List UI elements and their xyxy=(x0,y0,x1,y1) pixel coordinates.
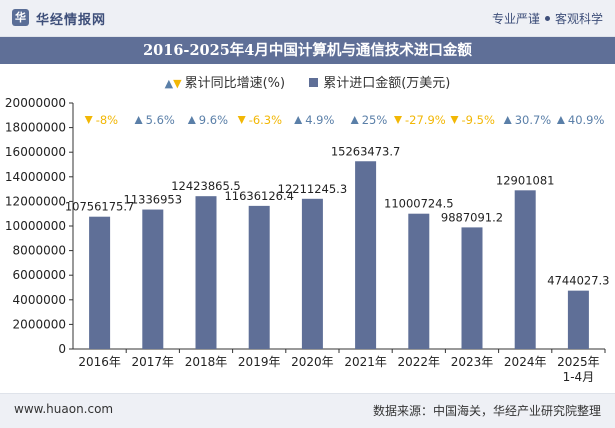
growth-value-label: -27.9% xyxy=(405,113,446,127)
growth-value-label: -9.5% xyxy=(462,113,495,127)
growth-value-label: -8% xyxy=(96,113,118,127)
bar xyxy=(301,198,323,349)
x-tick-label: 2022年 xyxy=(398,355,441,369)
growth-down-marker xyxy=(394,116,402,124)
x-tick-label: 2021年 xyxy=(344,355,387,369)
bar-value-label: 12423865.5 xyxy=(171,179,241,193)
bar xyxy=(408,213,430,349)
bar xyxy=(195,196,217,349)
x-tick-label: 2017年 xyxy=(132,355,175,369)
tagline-right: 客观科学 xyxy=(554,12,603,26)
bar xyxy=(514,190,536,349)
y-tick-label: 8000000 xyxy=(13,244,66,258)
bar-value-label: 11636126.4 xyxy=(224,189,294,203)
bar-value-label: 11336953 xyxy=(124,193,183,207)
y-tick-label: 12000000 xyxy=(5,194,66,208)
bar xyxy=(89,216,111,349)
x-tick-label: 2023年 xyxy=(451,355,494,369)
footer-bar: www.huaon.com 数据来源：中国海关，华经产业研究院整理 xyxy=(0,393,615,428)
top-bar: 华 华经情报网 专业严谨 客观科学 xyxy=(0,0,615,37)
growth-value-label: 25% xyxy=(362,113,388,127)
tagline-left: 专业严谨 xyxy=(491,12,540,26)
bar-value-label: 9887091.2 xyxy=(441,210,503,224)
y-tick-label: 2000000 xyxy=(13,317,66,331)
bar xyxy=(248,205,270,349)
growth-down-marker xyxy=(237,116,246,124)
data-source: 数据来源：中国海关，华经产业研究院整理 xyxy=(372,404,601,418)
legend-item-growth: ▲▼ 累计同比增速(%) xyxy=(165,72,285,91)
y-tick-label: 14000000 xyxy=(5,170,66,184)
chart-title: 2016-2025年4月中国计算机与通信技术进口金额 xyxy=(0,37,615,64)
y-tick-label: 0 xyxy=(58,342,66,356)
x-tick-label: 2024年 xyxy=(504,355,547,369)
bar xyxy=(355,161,377,349)
legend-swatch xyxy=(309,78,319,87)
growth-value-label: 4.9% xyxy=(305,113,334,127)
triangle-up-icon: ▲ xyxy=(164,77,174,90)
y-tick-label: 6000000 xyxy=(13,268,66,282)
growth-up-marker xyxy=(294,116,303,124)
bar-value-label: 11000724.5 xyxy=(384,197,454,211)
triangle-down-icon: ▼ xyxy=(173,77,182,90)
x-tick-label: 2019年 xyxy=(238,355,281,369)
growth-up-marker xyxy=(134,116,143,124)
bar-value-label: 4744027.3 xyxy=(547,274,609,288)
growth-value-label: -6.3% xyxy=(249,113,282,127)
legend-label-import: 累计进口金额(万美元) xyxy=(323,76,451,91)
bullet-icon xyxy=(544,16,550,21)
x-tick-label: 2025年 1-4月 xyxy=(557,355,600,384)
x-tick-label: 2020年 xyxy=(291,355,334,369)
y-tick-label: 4000000 xyxy=(13,293,66,307)
brand-logo-icon: 华 xyxy=(12,9,29,26)
y-tick-label: 18000000 xyxy=(5,121,66,135)
x-tick-label: 2016年 xyxy=(78,355,121,369)
tagline: 专业严谨 客观科学 xyxy=(492,10,603,27)
x-tick-label: 2018年 xyxy=(185,355,228,369)
site-url: www.huaon.com xyxy=(14,402,114,416)
chart-legend: ▲▼ 累计同比增速(%) 累计进口金额(万美元) xyxy=(0,72,615,91)
growth-value-label: 9.6% xyxy=(199,113,228,127)
bar xyxy=(142,209,164,349)
growth-up-marker xyxy=(503,116,512,124)
bar-value-label: 12211245.3 xyxy=(278,182,348,196)
growth-value-label: 5.6% xyxy=(146,113,175,127)
y-tick-label: 16000000 xyxy=(5,145,66,159)
bar-value-label: 10756175.7 xyxy=(65,200,135,214)
bar-value-label: 12901081 xyxy=(496,173,555,187)
growth-up-marker xyxy=(187,116,196,124)
bar-chart: 0 2000000 4000000 6000000 8000000 10000000 120… xyxy=(5,96,610,384)
y-tick-label: 20000000 xyxy=(5,96,66,110)
growth-down-marker xyxy=(450,116,459,124)
bar-value-label: 15263473.7 xyxy=(331,144,401,158)
legend-label-growth: 累计同比增速(%) xyxy=(184,76,286,91)
growth-value-label: 30.7% xyxy=(515,113,552,127)
y-tick-label: 10000000 xyxy=(5,219,66,233)
brand-name: 华经情报网 xyxy=(36,13,107,28)
growth-down-marker xyxy=(84,116,93,124)
bar xyxy=(567,290,589,349)
growth-up-marker xyxy=(556,116,565,124)
growth-value-label: 40.9% xyxy=(568,113,605,127)
bar xyxy=(461,227,483,349)
growth-up-marker xyxy=(350,116,359,124)
legend-item-import: 累计进口金额(万美元) xyxy=(309,72,450,91)
